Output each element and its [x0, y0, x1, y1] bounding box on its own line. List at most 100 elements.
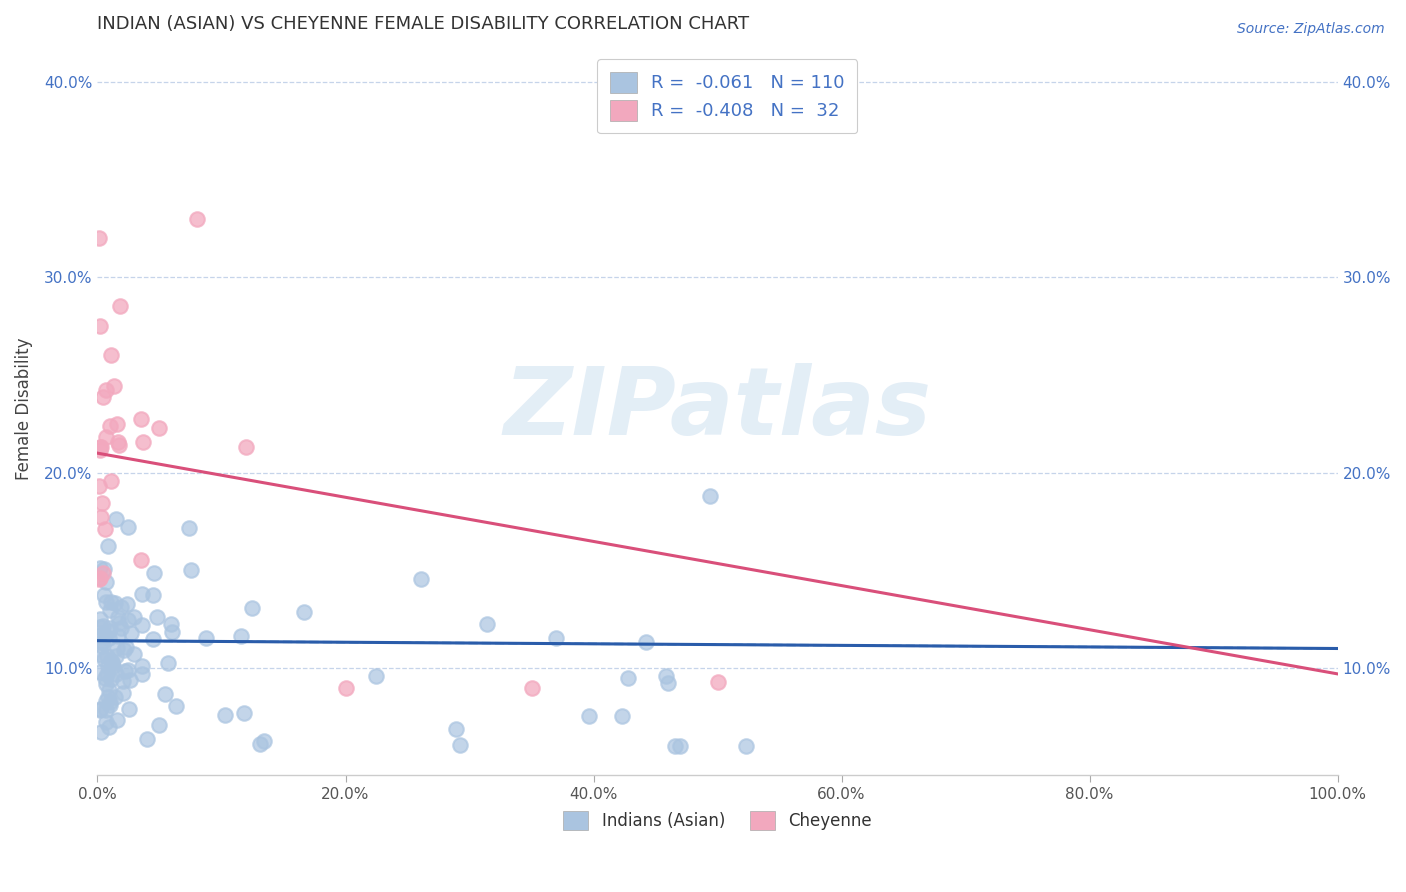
Point [87, 231, 110, 245]
Point [93, 562, 115, 576]
Point [100, 474, 122, 488]
Point [98, 419, 121, 434]
Point [94, 595, 117, 609]
Point [668, 739, 690, 754]
Point [249, 737, 271, 751]
Point [520, 681, 543, 695]
Point [160, 617, 183, 632]
Point [100, 672, 122, 686]
Point [98, 621, 121, 635]
Point [409, 573, 432, 587]
Point [145, 610, 167, 624]
Point [100, 694, 122, 708]
Point [89, 665, 111, 679]
Point [94, 703, 117, 717]
Point [153, 687, 176, 701]
Point [89, 319, 111, 334]
Point [177, 521, 200, 535]
Point [233, 706, 256, 720]
Point [91, 648, 114, 663]
Point [107, 610, 129, 624]
Point [160, 624, 183, 639]
Point [97, 690, 120, 704]
Point [475, 617, 498, 632]
Point [657, 675, 679, 690]
Point [96, 574, 118, 589]
Point [148, 420, 170, 434]
Point [98, 631, 121, 645]
Point [111, 686, 134, 700]
Point [335, 681, 357, 695]
Point [93, 522, 115, 536]
Point [96, 677, 118, 691]
Legend: Indians (Asian), Cheyenne: Indians (Asian), Cheyenne [557, 805, 879, 837]
Point [157, 656, 180, 670]
Point [93, 627, 115, 641]
Point [194, 632, 217, 646]
Point [578, 709, 600, 723]
Point [96, 667, 118, 681]
Point [91, 635, 114, 649]
Point [97, 658, 120, 673]
Text: Source: ZipAtlas.com: Source: ZipAtlas.com [1237, 22, 1385, 37]
Point [94, 694, 117, 708]
Point [91, 619, 114, 633]
Point [117, 663, 139, 677]
Point [546, 632, 568, 646]
Point [112, 643, 135, 657]
Point [610, 709, 633, 723]
Point [240, 600, 263, 615]
Point [87, 479, 110, 493]
Point [444, 722, 467, 736]
Point [115, 597, 138, 611]
Y-axis label: Female Disability: Female Disability [15, 338, 32, 481]
Point [97, 682, 120, 697]
Point [105, 641, 128, 656]
Point [699, 489, 721, 503]
Text: INDIAN (ASIAN) VS CHEYENNE FEMALE DISABILITY CORRELATION CHART: INDIAN (ASIAN) VS CHEYENNE FEMALE DISABI… [97, 15, 749, 33]
Point [120, 626, 142, 640]
Point [131, 617, 153, 632]
Point [103, 379, 125, 393]
Point [655, 668, 678, 682]
Point [131, 587, 153, 601]
Point [136, 731, 159, 746]
Point [118, 702, 141, 716]
Point [89, 442, 111, 457]
Point [120, 673, 142, 687]
Point [103, 690, 125, 704]
Point [98, 603, 121, 617]
Point [97, 540, 120, 554]
Point [122, 610, 145, 624]
Point [107, 438, 129, 452]
Point [131, 658, 153, 673]
Point [110, 622, 132, 636]
Text: ZIPatlas: ZIPatlas [503, 363, 932, 455]
Point [214, 707, 236, 722]
Point [112, 673, 135, 688]
Point [104, 512, 127, 526]
Point [93, 588, 115, 602]
Point [100, 594, 122, 608]
Point [89, 560, 111, 574]
Point [94, 384, 117, 398]
Point [108, 299, 131, 313]
Point [114, 640, 136, 655]
Point [90, 510, 112, 524]
Point [107, 616, 129, 631]
Point [100, 349, 122, 363]
Point [104, 596, 127, 610]
Point [235, 440, 257, 454]
Point [449, 738, 471, 752]
Point [124, 647, 146, 661]
Point [91, 635, 114, 649]
Point [96, 648, 118, 663]
Point [706, 674, 728, 689]
Point [89, 629, 111, 643]
Point [89, 571, 111, 585]
Point [117, 520, 139, 534]
Point [100, 653, 122, 667]
Point [148, 717, 170, 731]
Point [131, 667, 153, 681]
Point [129, 553, 152, 567]
